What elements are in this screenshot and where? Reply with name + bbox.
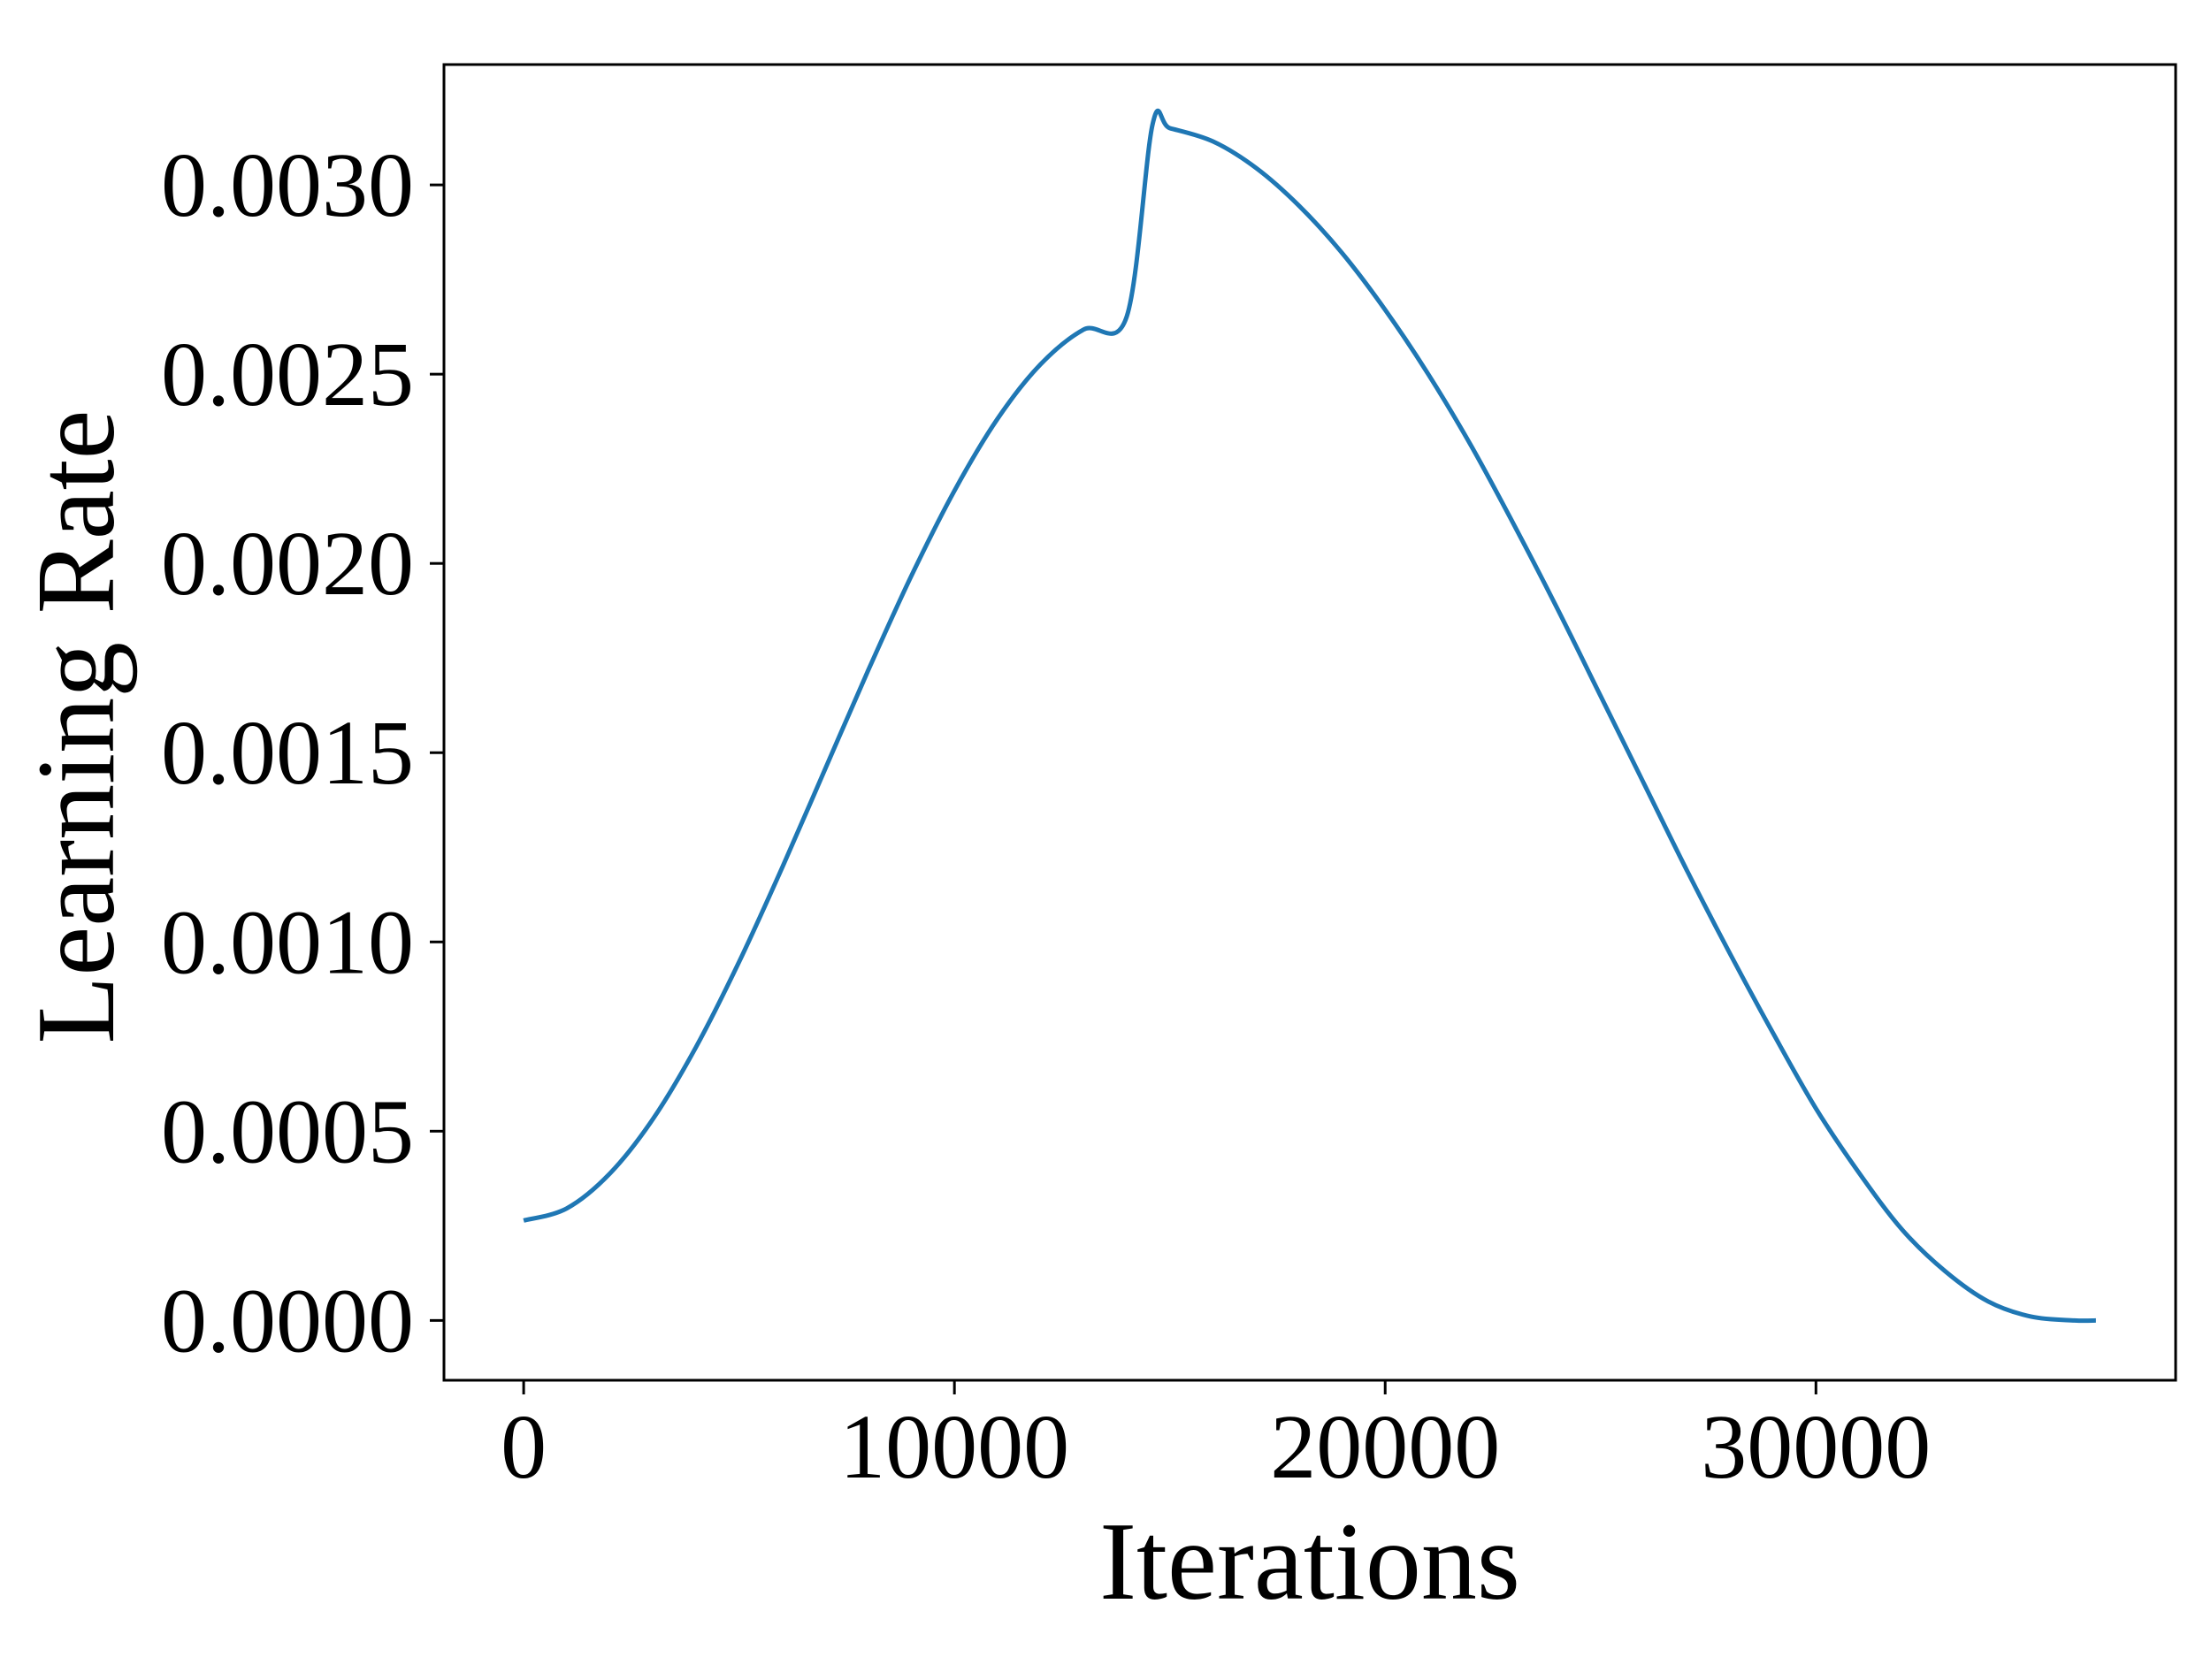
x-tick-label: 20000	[1270, 1396, 1500, 1498]
y-tick-label: 0.0030	[161, 134, 414, 236]
ticks-layer: 0 10000 20000 30000 0.0000 0.0005 0.0010 0.0015…	[161, 134, 1931, 1498]
plot-frame	[442, 63, 2177, 1382]
x-tick-label: 10000	[839, 1396, 1069, 1498]
x-tick-label: 0	[501, 1396, 547, 1498]
y-tick-label: 0.0020	[161, 513, 414, 615]
y-tick-label: 0.0000	[161, 1270, 414, 1371]
y-axis-title: Learning Rate	[15, 409, 138, 1043]
plot-layer	[523, 108, 2096, 1324]
y-tick-label: 0.0005	[161, 1081, 414, 1182]
x-axis-title: Iterations	[1099, 1501, 1520, 1623]
series-line-0	[523, 108, 2096, 1324]
y-tick-label: 0.0010	[161, 891, 414, 993]
y-tick-label: 0.0025	[161, 324, 414, 425]
y-tick-label: 0.0015	[161, 702, 414, 804]
x-tick-label: 30000	[1701, 1396, 1931, 1498]
